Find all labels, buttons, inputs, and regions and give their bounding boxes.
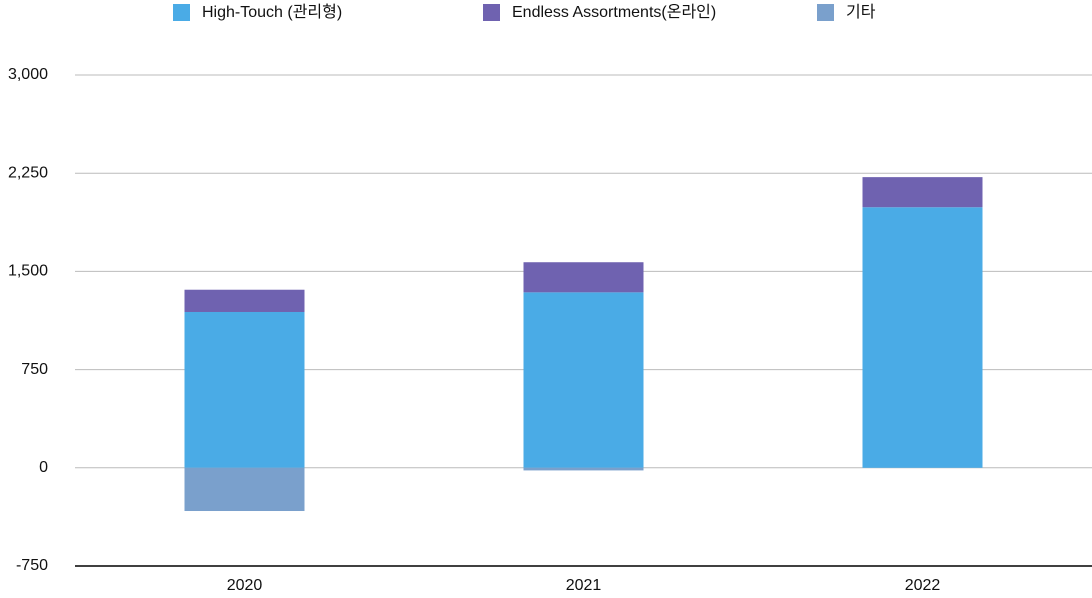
y-tick-label: 3,000	[8, 66, 48, 83]
bar-segment	[523, 467, 644, 471]
y-tick-label: 750	[21, 361, 48, 378]
y-tick-label: -750	[16, 557, 48, 574]
legend-swatch	[173, 4, 190, 21]
legend-label: Endless Assortments(온라인)	[512, 3, 716, 21]
legend-label: 기타	[846, 3, 876, 21]
bar-segment	[862, 207, 983, 468]
x-tick-label: 2021	[566, 577, 602, 594]
y-tick-label: 2,250	[8, 164, 48, 181]
bar-segment	[184, 311, 305, 468]
x-tick-label: 2022	[905, 577, 941, 594]
bar-segment	[523, 262, 644, 293]
legend-swatch	[483, 4, 500, 21]
legend-label: High-Touch (관리형)	[202, 3, 342, 21]
y-tick-label: 0	[39, 459, 48, 476]
y-tick-label: 1,500	[8, 263, 48, 280]
bar-segment	[523, 292, 644, 468]
bar-segment	[184, 467, 305, 512]
x-tick-label: 2020	[227, 577, 263, 594]
bar-segment	[184, 289, 305, 312]
bar-segment	[862, 177, 983, 208]
legend-swatch	[817, 4, 834, 21]
